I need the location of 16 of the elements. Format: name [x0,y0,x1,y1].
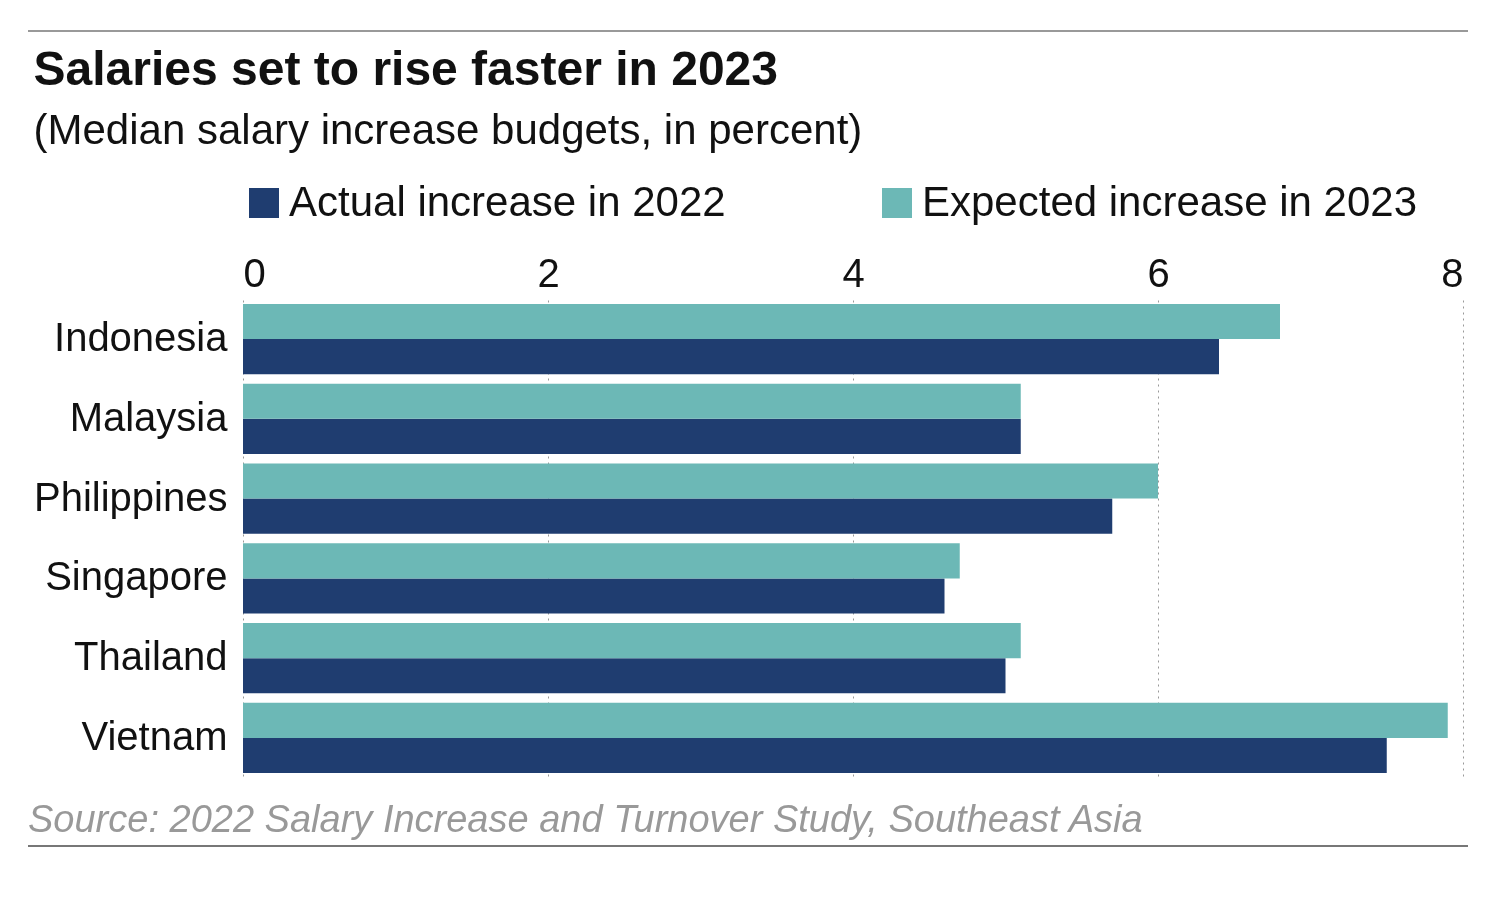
legend-label: Actual increase in 2022 [289,178,726,225]
y-tick-label: Indonesia [54,315,229,360]
x-tick-label: 2 [537,250,560,295]
source-note: Source: 2022 Salary Increase and Turnover Study, Southeast Asia [28,798,1468,847]
y-tick-label: Thailand [74,634,228,679]
x-tick-label: 4 [842,250,865,295]
chart-subtitle: (Median salary increase budgets, in percent) [33,106,863,153]
x-tick-label: 0 [243,250,266,295]
x-tick-label: 6 [1147,250,1170,295]
legend-label: Expected increase in 2023 [922,178,1417,225]
x-tick-label: 8 [1441,250,1464,295]
y-tick-label: Philippines [34,474,228,519]
chart-title: Salaries set to rise faster in 2023 [33,42,778,95]
y-tick-label: Vietnam [81,713,228,758]
y-tick-label: Singapore [45,554,228,599]
y-tick-label: Malaysia [69,394,229,439]
